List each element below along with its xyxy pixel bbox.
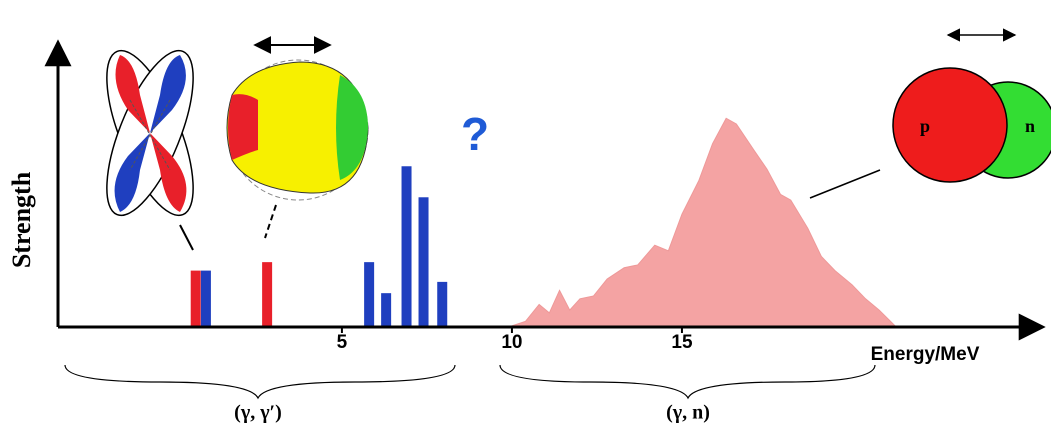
scissors-picture bbox=[226, 59, 369, 201]
brace bbox=[499, 364, 876, 400]
region-label: (γ, γ′) bbox=[234, 402, 282, 424]
x-axis-label: Energy/MeV bbox=[871, 344, 980, 365]
bar bbox=[262, 262, 273, 327]
proton-label: p bbox=[920, 116, 930, 136]
x-tick-label: 15 bbox=[671, 332, 693, 353]
deformation-picture bbox=[106, 49, 194, 217]
question-mark: ? bbox=[461, 108, 489, 160]
bar bbox=[190, 270, 201, 327]
x-tick-label: 10 bbox=[501, 332, 522, 353]
x-tick-label: 5 bbox=[337, 332, 348, 353]
bar bbox=[401, 166, 412, 327]
bar bbox=[381, 293, 392, 327]
y-axis-label: Strength bbox=[7, 171, 36, 268]
pointer-line bbox=[179, 224, 194, 251]
region-label: (γ, n) bbox=[666, 402, 710, 424]
pointer-line bbox=[264, 204, 277, 239]
pointer-line bbox=[809, 169, 881, 199]
neutron-label: n bbox=[1025, 116, 1035, 136]
bar bbox=[437, 281, 448, 327]
bar bbox=[364, 262, 375, 327]
nucleon-picture bbox=[892, 67, 1051, 183]
brace bbox=[64, 364, 456, 400]
bar bbox=[200, 270, 211, 327]
strength-area bbox=[508, 117, 898, 328]
bar bbox=[418, 197, 429, 327]
